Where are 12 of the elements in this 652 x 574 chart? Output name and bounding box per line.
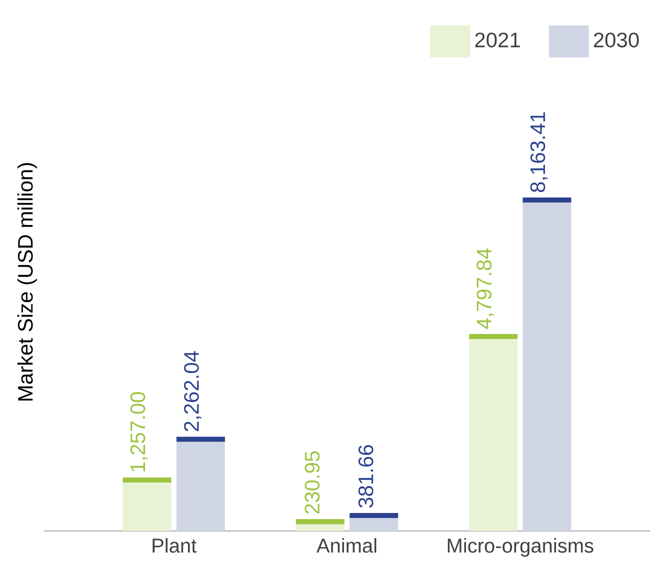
x-tick-label: Animal xyxy=(316,538,376,553)
data-label: 8,163.41 xyxy=(530,112,548,192)
x-tick-label: Micro-organisms xyxy=(448,538,594,557)
data-label: 1,257.00 xyxy=(130,392,148,472)
legend-label: 2030 xyxy=(594,32,639,48)
data-label: 4,797.84 xyxy=(476,248,494,329)
legend-label: 2021 xyxy=(475,32,520,48)
x-tick-label: Plant xyxy=(152,538,197,553)
data-label: 381.66 xyxy=(358,445,374,508)
y-axis-title: Market Size (USD million) xyxy=(17,163,37,400)
data-label: 2,262.04 xyxy=(184,351,202,432)
data-label: 230.95 xyxy=(304,451,320,514)
